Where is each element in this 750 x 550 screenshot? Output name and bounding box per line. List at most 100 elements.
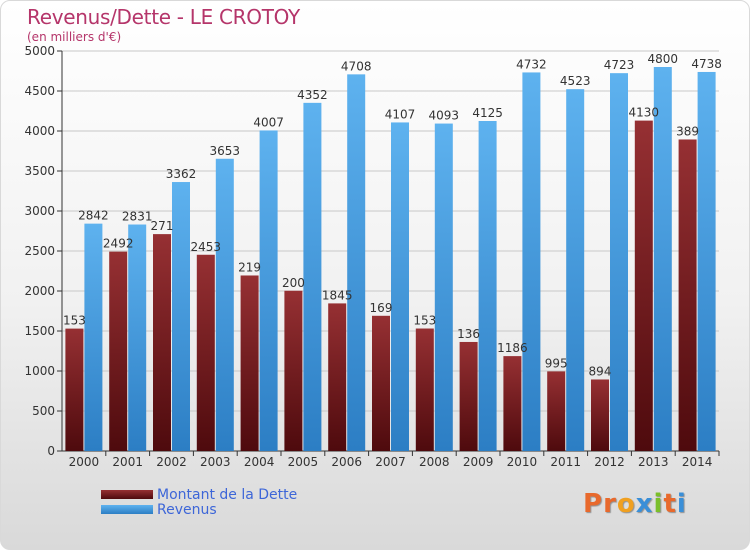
bar-revenus xyxy=(259,130,278,451)
data-label-revenus: 4107 xyxy=(385,107,416,121)
bar-dette xyxy=(284,290,303,451)
data-label-revenus: 4523 xyxy=(560,74,591,88)
data-label-revenus: 4738 xyxy=(691,57,722,71)
y-tick-label: 5000 xyxy=(24,44,55,58)
bar-revenus xyxy=(391,122,409,451)
bar-revenus xyxy=(697,71,716,452)
x-tick-label: 2013 xyxy=(638,455,669,469)
bar-dette xyxy=(459,341,478,451)
bar-revenus xyxy=(172,182,190,452)
logo-letter: P xyxy=(583,489,604,519)
data-label-revenus: 4352 xyxy=(297,88,328,102)
legend: Montant de la Dette Revenus xyxy=(101,487,297,518)
legend-item-revenus: Revenus xyxy=(101,502,297,518)
x-tick-label: 2005 xyxy=(288,455,319,469)
data-label-revenus: 4800 xyxy=(648,52,679,66)
bar-revenus xyxy=(347,74,366,452)
logo-letter: i xyxy=(653,489,664,519)
data-label-dette: 200 xyxy=(282,276,305,290)
bar-dette xyxy=(678,139,697,452)
x-tick-label: 2000 xyxy=(69,455,100,469)
y-tick-label: 4000 xyxy=(24,124,55,138)
x-tick-label: 2002 xyxy=(156,455,187,469)
y-tick-label: 1000 xyxy=(24,364,55,378)
x-tick-label: 2004 xyxy=(244,455,275,469)
logo-letter: r xyxy=(603,489,617,519)
data-label-revenus: 4708 xyxy=(341,59,372,73)
y-tick-label: 3000 xyxy=(24,204,55,218)
bar-dette xyxy=(372,315,390,451)
logo-letter: x xyxy=(635,489,654,519)
data-label-dette: 271 xyxy=(151,219,174,233)
data-label-dette: 995 xyxy=(545,356,568,370)
x-tick-label: 2014 xyxy=(682,455,713,469)
bar-revenus xyxy=(215,158,234,451)
legend-swatch-dette xyxy=(101,490,153,499)
x-tick-label: 2011 xyxy=(550,455,581,469)
data-label-revenus: 4093 xyxy=(429,109,460,123)
bar-dette xyxy=(591,379,609,451)
data-label-revenus: 4007 xyxy=(253,115,284,129)
data-label-revenus: 3362 xyxy=(166,167,197,181)
grid-lines: 0 500 1000 1500 2000 2500 3000 3500 4000 4500 5000 xyxy=(24,44,719,458)
bar-dette xyxy=(634,120,653,451)
axes: 2000 2001 2002 2003 2004 2005 2006 2007 2008 2009… xyxy=(61,51,720,469)
data-label-revenus: 2831 xyxy=(122,210,153,224)
bars xyxy=(65,67,716,452)
x-tick-label: 2010 xyxy=(507,455,538,469)
bar-revenus xyxy=(522,72,541,451)
bar-dette xyxy=(65,328,84,451)
y-tick-label: 2500 xyxy=(24,244,55,258)
legend-item-dette: Montant de la Dette xyxy=(101,487,297,503)
data-label-dette: 389 xyxy=(676,124,699,138)
bar-dette xyxy=(503,356,522,451)
bar-revenus xyxy=(128,224,147,451)
data-label-dette: 4130 xyxy=(629,106,660,120)
data-label-revenus: 4732 xyxy=(516,57,547,71)
x-tick-label: 2009 xyxy=(463,455,494,469)
y-tick-label: 3500 xyxy=(24,164,55,178)
data-label-dette: 1845 xyxy=(322,288,353,302)
y-tick-label: 2000 xyxy=(24,284,55,298)
chart-subtitle: (en milliers d'€) xyxy=(27,30,122,44)
bar-revenus xyxy=(610,73,628,451)
data-label-dette: 2492 xyxy=(103,237,134,251)
y-tick-label: 1500 xyxy=(24,324,55,338)
bar-revenus xyxy=(566,89,585,451)
bar-dette xyxy=(240,275,259,451)
data-label-dette: 894 xyxy=(589,364,612,378)
bar-dette xyxy=(328,303,347,451)
data-label-dette: 169 xyxy=(370,301,393,315)
bar-dette xyxy=(153,234,171,451)
bar-dette xyxy=(547,371,566,451)
x-tick-label: 2007 xyxy=(375,455,406,469)
bar-dette xyxy=(415,328,434,451)
data-label-dette: 219 xyxy=(238,260,261,274)
bar-revenus xyxy=(303,102,322,451)
chart-title: Revenus/Dette - LE CROTOY xyxy=(27,5,300,29)
bar-revenus xyxy=(478,121,497,451)
data-label-dette: 2453 xyxy=(191,240,222,254)
y-tick-label: 0 xyxy=(47,444,55,458)
data-label-revenus: 3653 xyxy=(210,144,241,158)
logo-letter: i xyxy=(676,489,687,519)
bar-dette xyxy=(109,251,128,451)
x-tick-label: 2003 xyxy=(200,455,231,469)
data-label-dette: 1186 xyxy=(497,341,528,355)
logo-letter: o xyxy=(616,489,636,519)
y-tick-label: 500 xyxy=(32,404,55,418)
bar-revenus xyxy=(434,123,453,451)
data-label-revenus: 4723 xyxy=(604,58,635,72)
bar-revenus xyxy=(653,67,672,451)
data-label-dette: 136 xyxy=(457,327,480,341)
data-label-revenus: 2842 xyxy=(78,209,109,223)
legend-swatch-revenus xyxy=(101,505,153,514)
data-label-dette: 153 xyxy=(63,314,86,328)
x-tick-label: 2008 xyxy=(419,455,450,469)
proxiti-logo: Proxiti xyxy=(583,489,687,519)
bar-dette xyxy=(196,254,215,451)
y-tick-label: 4500 xyxy=(24,84,55,98)
data-label-revenus: 4125 xyxy=(472,106,503,120)
bar-revenus xyxy=(84,223,103,451)
